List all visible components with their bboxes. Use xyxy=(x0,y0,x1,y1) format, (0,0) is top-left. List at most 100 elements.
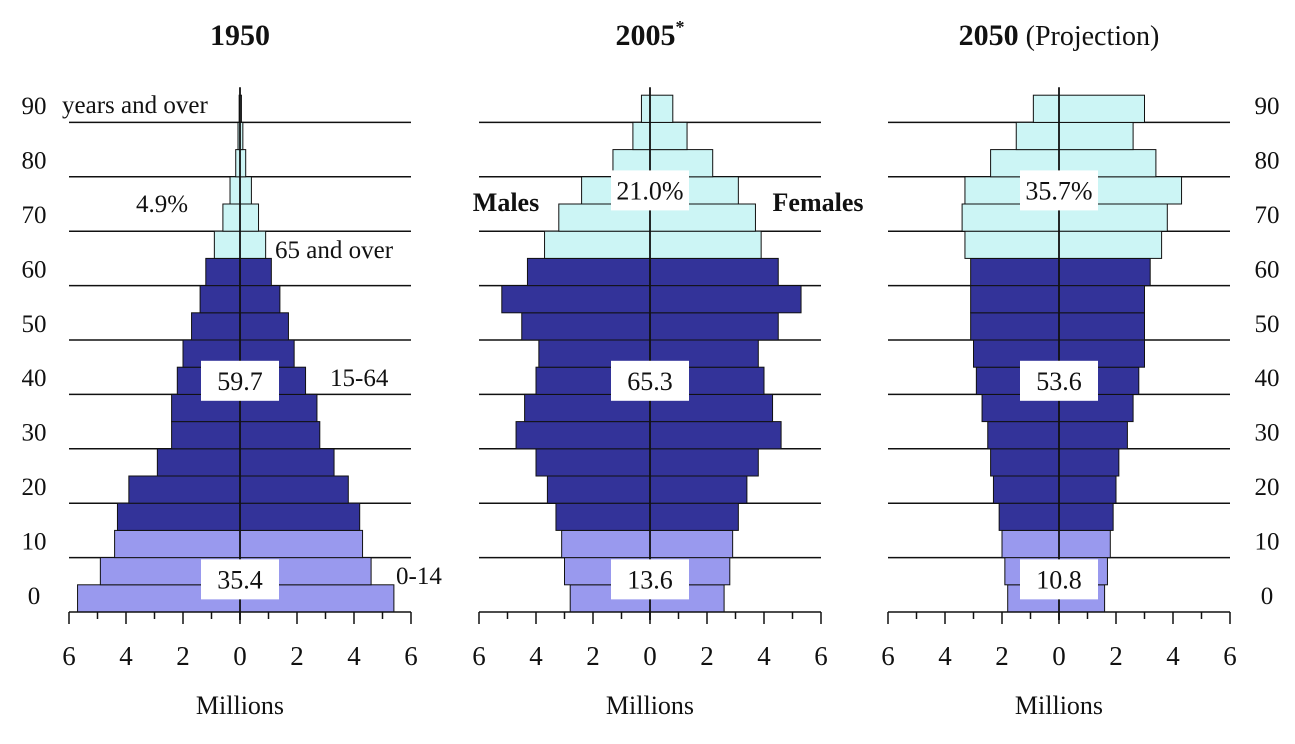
bar-female-30-34 xyxy=(239,421,321,450)
x-axis-label: Millions xyxy=(196,691,284,720)
bar-male-30-34 xyxy=(987,421,1060,450)
bar-female-10-14 xyxy=(649,529,734,559)
age-tick-label-left: 90 xyxy=(22,93,47,120)
value-box xyxy=(1020,170,1098,211)
value-box xyxy=(611,559,689,600)
x-tick-label: 0 xyxy=(1052,641,1066,671)
bar-female-70-74 xyxy=(239,203,260,232)
age-tick-label-right: 50 xyxy=(1255,311,1280,338)
x-tick-label: 2 xyxy=(176,641,190,671)
age-tick-label-right: 70 xyxy=(1255,202,1280,229)
young-share-label: 13.6 xyxy=(627,565,673,594)
bar-female-25-29 xyxy=(1058,448,1120,477)
bar-female-60-64 xyxy=(239,257,272,287)
bar-female-90+ xyxy=(649,94,674,123)
x-tick-label: 0 xyxy=(643,641,657,671)
bar-female-70-74 xyxy=(1058,203,1168,232)
band-label-65-and-over: 65 and over xyxy=(275,237,394,264)
bar-female-65-69 xyxy=(649,230,762,259)
bar-female-90+ xyxy=(1058,94,1145,123)
bar-female-20-24 xyxy=(239,475,349,504)
x-tick-label: 6 xyxy=(62,641,76,671)
bar-male-20-24 xyxy=(128,475,241,504)
age-tick-label-left: 30 xyxy=(22,420,47,447)
bar-male-50-54 xyxy=(191,312,241,341)
age-tick-label-right: 80 xyxy=(1255,148,1280,175)
age-tick-label-left: 60 xyxy=(22,256,47,283)
elderly-share-label: 35.7% xyxy=(1025,176,1092,205)
x-tick-label: 2 xyxy=(995,641,1009,671)
panel-title: 1950 xyxy=(210,19,270,52)
bar-female-65-69 xyxy=(239,230,267,259)
working-share-label: 53.6 xyxy=(1036,367,1082,396)
age-tick-label-left: 10 xyxy=(22,528,47,555)
bar-male-30-34 xyxy=(171,421,241,450)
x-tick-label: 4 xyxy=(347,641,361,671)
bar-male-55-59 xyxy=(501,285,651,314)
value-box xyxy=(611,360,689,401)
bar-male-15-19 xyxy=(998,502,1060,531)
x-tick-label: 2 xyxy=(1109,641,1123,671)
band-label-0-14: 0-14 xyxy=(396,563,442,590)
bar-male-15-19 xyxy=(555,502,651,531)
bar-female-20-24 xyxy=(1058,475,1117,504)
bar-male-85-89 xyxy=(1015,121,1060,151)
bar-male-25-29 xyxy=(535,448,651,477)
bar-female-75-79 xyxy=(239,176,252,205)
males-label: Males xyxy=(473,188,539,217)
bar-male-75-79 xyxy=(229,176,241,205)
bar-male-25-29 xyxy=(156,448,241,477)
age-tick-label-right: 60 xyxy=(1255,256,1280,283)
bar-male-60-64 xyxy=(526,257,651,287)
x-tick-label: 0 xyxy=(233,641,247,671)
value-box xyxy=(1020,360,1098,401)
working-share-label: 65.3 xyxy=(627,367,673,396)
bar-female-50-54 xyxy=(1058,312,1145,341)
title-suffix: (Projection) xyxy=(1019,21,1160,52)
x-tick-label: 6 xyxy=(814,641,828,671)
females-label: Females xyxy=(773,188,864,217)
age-tick-label-right: 40 xyxy=(1255,365,1280,392)
bar-male-20-24 xyxy=(546,475,651,504)
bar-male-65-69 xyxy=(544,230,651,259)
bar-male-50-54 xyxy=(970,312,1060,341)
age-tick-label-left: 40 xyxy=(22,365,47,392)
x-axis-label: Millions xyxy=(606,691,694,720)
x-tick-label: 2 xyxy=(290,641,304,671)
band-label-15-64: 15-64 xyxy=(330,365,389,392)
bar-male-60-64 xyxy=(970,257,1060,287)
bar-male-55-59 xyxy=(199,285,241,314)
bar-female-55-59 xyxy=(239,285,281,314)
bar-male-15-19 xyxy=(116,502,241,531)
x-tick-label: 6 xyxy=(1223,641,1237,671)
pyramid-panel-2 xyxy=(478,87,822,624)
working-share-label: 59.7 xyxy=(217,367,263,396)
value-box xyxy=(1020,559,1098,600)
bar-male-20-24 xyxy=(992,475,1060,504)
title-superscript: * xyxy=(676,17,685,37)
bar-male-45-49 xyxy=(973,339,1060,368)
value-box xyxy=(201,559,279,600)
bar-female-85-89 xyxy=(1058,121,1134,151)
bar-female-15-19 xyxy=(649,502,739,531)
pyramid-panel-1 xyxy=(68,87,412,624)
x-tick-label: 4 xyxy=(757,641,771,671)
age-tick-label-right: 90 xyxy=(1255,93,1280,120)
bar-female-65-69 xyxy=(1058,230,1163,259)
bar-male-25-29 xyxy=(990,448,1060,477)
bar-male-10-14 xyxy=(561,529,651,559)
bar-female-30-34 xyxy=(649,421,782,450)
bar-female-15-19 xyxy=(1058,502,1114,531)
bar-female-50-54 xyxy=(239,312,289,341)
bar-male-65-69 xyxy=(964,230,1060,259)
bar-female-85-89 xyxy=(649,121,688,151)
bar-female-60-64 xyxy=(649,257,779,287)
panel-title: 2005* xyxy=(616,17,685,52)
bar-female-55-59 xyxy=(1058,285,1145,314)
x-axis-label: Millions xyxy=(1015,691,1103,720)
bar-male-65-69 xyxy=(213,230,241,259)
young-share-label: 10.8 xyxy=(1036,565,1082,594)
elderly-share-label: 4.9% xyxy=(136,191,188,218)
young-share-label: 35.4 xyxy=(217,565,263,594)
